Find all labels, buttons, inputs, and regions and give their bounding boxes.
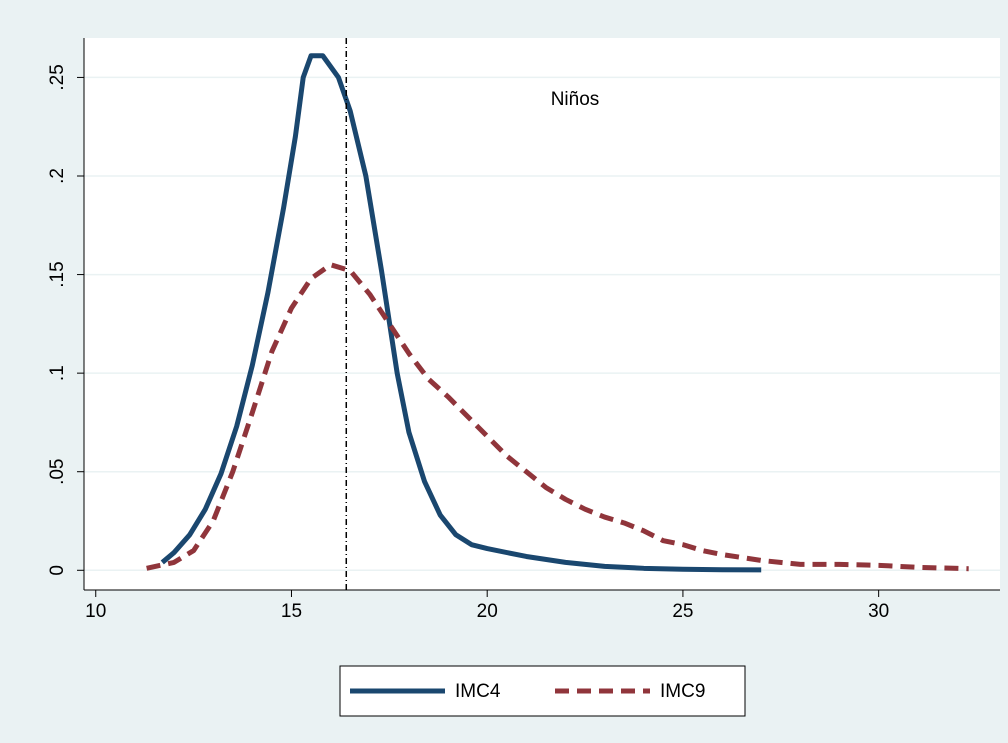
x-tick-label: 25 (672, 601, 693, 622)
series-line (146, 262, 969, 572)
plot-area (84, 38, 1000, 590)
y-tick-label: .05 (47, 459, 68, 485)
y-tick-label: .15 (47, 261, 68, 287)
legend-label: IMC4 (455, 681, 501, 702)
y-tick-label: 0 (47, 565, 68, 576)
x-tick-label: 20 (477, 601, 498, 622)
annotation: Niños (551, 89, 600, 110)
y-tick-label: .2 (47, 168, 68, 184)
legend-label: IMC9 (660, 681, 705, 702)
y-tick-label: .1 (47, 365, 68, 381)
x-tick-label: 15 (281, 601, 302, 622)
series-line (160, 53, 762, 573)
x-tick-label: 30 (868, 601, 889, 622)
x-tick-label: 10 (85, 601, 106, 622)
y-tick-label: .25 (47, 64, 68, 90)
